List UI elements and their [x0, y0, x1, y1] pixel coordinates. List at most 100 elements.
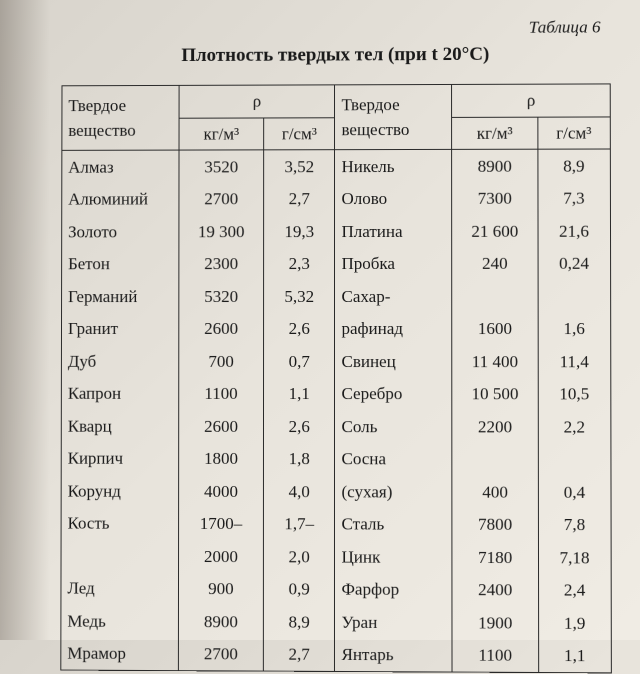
table-row: Капрон11001,1 [61, 377, 335, 410]
cell-substance: рафинад [335, 312, 452, 345]
cell-kgm: 700 [179, 345, 264, 378]
cell-gcm [538, 443, 611, 476]
cell-substance: Корунд [61, 475, 178, 508]
table-row: Уран19001,9 [335, 606, 611, 640]
table-row: Сталь78007,8 [335, 508, 611, 541]
cell-gcm: 2,4 [538, 574, 611, 607]
cell-kgm: 1600 [452, 312, 537, 345]
cell-kgm: 4000 [178, 475, 263, 508]
cell-substance: Сахар- [335, 280, 452, 313]
cell-kgm: 2400 [452, 573, 538, 606]
cell-gcm: 0,4 [538, 476, 611, 509]
cell-gcm: 1,8 [264, 443, 335, 476]
cell-kgm [452, 280, 537, 313]
col-kgm: кг/м³ [452, 117, 537, 150]
cell-substance: Алмаз [62, 150, 179, 183]
cell-gcm [538, 280, 611, 313]
table-row: Бетон23002,3 [62, 248, 335, 281]
density-table-left: Твердое вещество ρ кг/м³ г/см³ Алмаз3520… [60, 84, 335, 672]
cell-kgm: 8900 [178, 605, 263, 638]
cell-substance: Янтарь [335, 638, 452, 672]
cell-substance: Капрон [61, 377, 178, 410]
cell-substance: Сталь [335, 508, 452, 541]
cell-kgm: 400 [452, 475, 538, 508]
table-row: Соль22002,2 [335, 410, 610, 443]
cell-gcm: 1,9 [538, 606, 611, 639]
cell-gcm: 1,7– [263, 508, 334, 541]
col-rho: ρ [179, 85, 335, 118]
cell-kgm: 7800 [452, 508, 538, 541]
cell-substance: Мрамор [61, 637, 179, 671]
cell-substance: Сосна [335, 443, 452, 476]
table-row: Сосна [335, 443, 611, 476]
cell-kgm: 1800 [179, 442, 264, 475]
table-row: Медь89008,9 [61, 605, 335, 639]
cell-kgm: 2300 [179, 248, 264, 280]
table-row: Алмаз35203,52 [62, 150, 335, 183]
table-row: Янтарь11001,1 [335, 638, 611, 673]
cell-substance: Фарфор [335, 573, 452, 606]
table-row: Платина21 60021,6 [335, 215, 610, 248]
cell-kgm: 11 400 [452, 345, 537, 378]
cell-gcm: 2,6 [264, 312, 335, 345]
cell-gcm: 3,52 [264, 150, 335, 183]
table-row: Германий53205,32 [62, 280, 335, 313]
cell-substance: Пробка [335, 247, 452, 280]
table-row: Гранит26002,6 [61, 312, 335, 345]
cell-gcm: 8,9 [537, 149, 610, 182]
cell-substance: Серебро [335, 378, 452, 411]
cell-substance: Олово [335, 182, 452, 215]
cell-substance: Никель [335, 149, 452, 182]
cell-kgm: 900 [178, 572, 263, 605]
cell-gcm: 0,9 [263, 573, 335, 606]
cell-kgm: 8900 [452, 149, 537, 182]
cell-kgm: 10 500 [452, 378, 538, 411]
cell-gcm: 10,5 [538, 378, 611, 411]
table-row: Сахар- [335, 280, 610, 313]
cell-kgm: 2600 [179, 410, 264, 443]
cell-kgm: 240 [452, 247, 537, 280]
cell-gcm: 2,7 [263, 638, 335, 671]
cell-substance: Германий [62, 280, 179, 312]
cell-kgm: 19 300 [179, 215, 264, 248]
cell-gcm: 2,6 [264, 410, 335, 443]
cell-kgm: 1700– [178, 507, 263, 540]
cell-substance: Кость [61, 507, 178, 540]
table-row: Фарфор24002,4 [335, 573, 611, 607]
cell-substance: Гранит [61, 313, 178, 345]
table-row: Олово73007,3 [335, 182, 610, 215]
cell-gcm: 7,3 [537, 182, 610, 215]
cell-gcm: 4,0 [264, 475, 335, 508]
cell-substance: Бетон [62, 248, 179, 280]
cell-substance: Лед [61, 572, 178, 605]
cell-substance: Кирпич [61, 442, 178, 475]
cell-gcm: 5,32 [264, 280, 335, 313]
table-row: Кварц26002,6 [61, 410, 335, 443]
table-row: Свинец11 40011,4 [335, 345, 610, 378]
cell-substance: Уран [335, 606, 452, 639]
cell-gcm: 2,7 [264, 183, 335, 216]
cell-gcm: 1,6 [538, 312, 611, 345]
cell-gcm: 2,0 [263, 540, 335, 573]
cell-kgm: 21 600 [452, 215, 537, 248]
table-row: Никель89008,9 [335, 149, 610, 183]
col-gcm: г/см³ [537, 116, 610, 149]
table-row: Мрамор27002,7 [61, 637, 335, 671]
table-row: Кирпич18001,8 [61, 442, 335, 475]
cell-gcm: 19,3 [264, 215, 335, 248]
col-kgm: кг/м³ [179, 117, 264, 150]
page-title: Плотность твердых тел (при t 20°С) [62, 43, 611, 67]
cell-kgm: 2600 [179, 313, 264, 345]
cell-kgm: 1900 [452, 606, 538, 639]
cell-kgm: 2700 [178, 638, 263, 672]
cell-gcm: 1,1 [538, 639, 611, 673]
cell-kgm: 2200 [452, 410, 538, 443]
cell-kgm: 2000 [178, 540, 263, 573]
cell-substance: Свинец [335, 345, 452, 378]
cell-substance: Алюминий [62, 183, 179, 216]
col-gcm: г/см³ [264, 117, 335, 150]
cell-gcm: 2,2 [538, 410, 611, 443]
cell-substance: Дуб [61, 345, 178, 377]
cell-gcm: 7,8 [538, 508, 611, 541]
table-row: Дуб7000,7 [61, 345, 335, 378]
